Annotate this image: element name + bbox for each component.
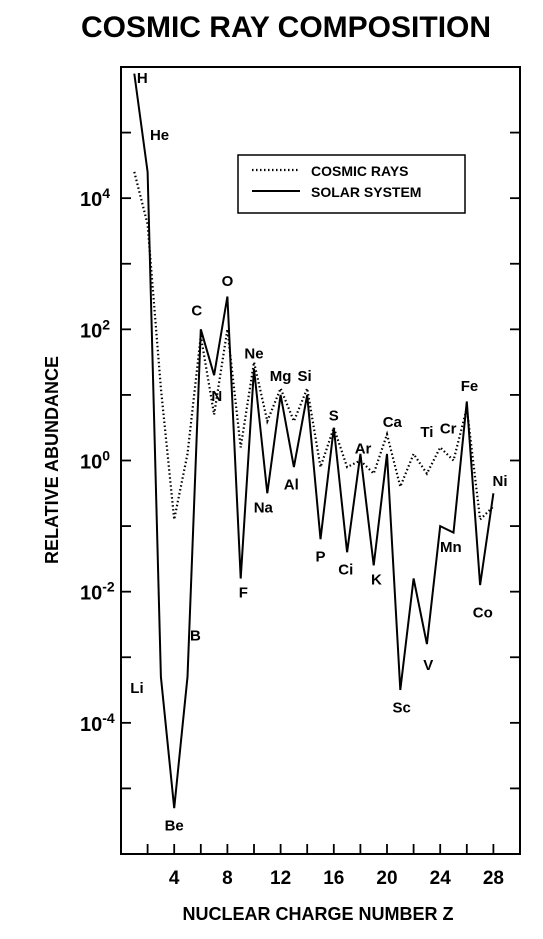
x-tick-label: 24	[430, 868, 452, 889]
series-lines	[133, 73, 495, 809]
legend-label-cosmic-rays: COSMIC RAYS	[311, 163, 409, 179]
element-label-al: Al	[284, 476, 299, 493]
element-label-ca: Ca	[383, 414, 403, 431]
element-label-co: Co	[473, 604, 493, 621]
x-tick-label: 16	[323, 868, 344, 889]
element-label-k: K	[371, 572, 382, 589]
y-tick-label: 10-4	[80, 710, 115, 736]
element-label-be: Be	[165, 817, 184, 834]
chart-title: COSMIC RAY COMPOSITION	[81, 11, 491, 44]
tick-labels: 4 8 12 16 20 24 28 104 102 100 10-2 10-4	[80, 185, 504, 889]
element-label-ni: Ni	[493, 473, 508, 490]
series-line-cosmic-rays	[133, 171, 495, 522]
element-label-si: Si	[297, 368, 311, 385]
axis-ticks	[121, 131, 520, 854]
element-label-sc: Sc	[392, 699, 410, 716]
element-label-f: F	[239, 585, 248, 602]
element-label-ne: Ne	[244, 345, 263, 362]
element-label-he: He	[150, 127, 169, 144]
y-tick-label: 104	[80, 185, 110, 211]
y-axis-label: RELATIVE ABUNDANCE	[42, 356, 62, 564]
element-label-b: B	[190, 627, 201, 644]
element-label-v: V	[423, 657, 433, 674]
element-label-ti: Ti	[420, 424, 433, 441]
x-tick-label: 20	[376, 868, 397, 889]
legend-label-solar-system: SOLAR SYSTEM	[311, 184, 421, 200]
x-axis-label: NUCLEAR CHARGE NUMBER Z	[183, 904, 454, 924]
x-tick-label: 8	[222, 868, 233, 889]
element-label-fe: Fe	[461, 378, 479, 395]
element-label-mn: Mn	[440, 539, 462, 556]
element-label-mg: Mg	[270, 368, 292, 385]
y-tick-label: 10-2	[80, 579, 115, 605]
element-label-ci: Ci	[338, 562, 353, 579]
series-line-solar-system	[133, 73, 495, 809]
element-label-n: N	[211, 388, 222, 405]
y-tick-label: 100	[80, 448, 110, 474]
x-tick-label: 12	[270, 868, 291, 889]
element-label-o: O	[222, 273, 234, 290]
element-labels: H He Li Be B C N O F Ne Na Mg Al Si P S Ci Ar K Ca Sc Ti V Cr Mn…	[130, 70, 507, 835]
x-tick-label: 28	[483, 868, 504, 889]
element-label-cr: Cr	[440, 421, 457, 438]
element-label-c: C	[191, 303, 202, 320]
x-tick-label: 4	[169, 868, 180, 889]
element-label-s: S	[329, 408, 339, 425]
legend: COSMIC RAYS SOLAR SYSTEM	[237, 154, 466, 214]
y-tick-label: 102	[80, 316, 110, 342]
element-label-ar: Ar	[355, 440, 372, 457]
element-label-li: Li	[130, 680, 143, 697]
element-label-h: H	[137, 70, 148, 87]
element-label-na: Na	[254, 499, 274, 516]
element-label-p: P	[315, 549, 325, 566]
legend-box	[237, 154, 466, 214]
